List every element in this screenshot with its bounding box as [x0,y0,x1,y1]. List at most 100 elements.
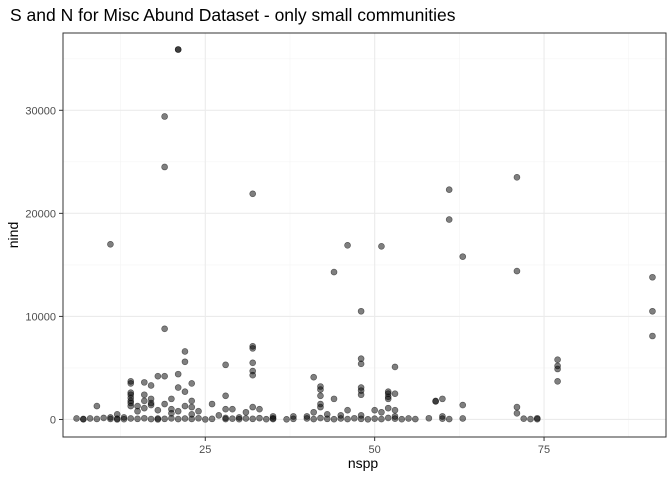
x-axis-title: nspp [348,455,379,471]
x-tick-label: 50 [369,444,381,456]
data-point [520,415,528,422]
data-point [330,268,338,276]
data-point [262,415,270,423]
data-point [459,401,467,409]
x-tick-label: 25 [199,444,211,456]
data-point [181,415,189,422]
data-point [107,240,114,248]
data-point [181,358,189,366]
data-point [215,412,223,419]
data-point [533,415,541,423]
data-point [222,361,229,369]
data-point [439,395,446,403]
data-point [195,407,202,415]
data-point [134,415,141,423]
data-point [249,403,257,411]
minor-gridlines [63,33,666,437]
data-point [357,307,365,315]
data-point [154,372,162,380]
data-point [459,415,467,422]
y-tick-label: 0 [50,414,56,426]
chart-title: S and N for Misc Abund Dataset - only sm… [10,5,456,25]
data-point [127,380,135,387]
data-point [384,414,392,422]
data-point [269,414,277,422]
data-point [154,406,162,414]
data-point [357,391,365,399]
data-point [554,356,561,364]
data-point [161,372,168,380]
data-point [174,384,182,391]
data-point [256,414,263,422]
data-point [513,409,521,417]
data-point [120,415,128,423]
x-tick-label: 75 [538,444,550,456]
data-point [141,379,148,386]
data-point [649,273,656,281]
data-point [459,253,467,260]
data-point [330,395,338,403]
data-point [161,163,168,171]
data-point [174,407,182,415]
data-point [357,415,365,423]
data-point [337,415,345,422]
data-point [283,415,290,423]
data-point [554,378,561,385]
data-point [317,392,324,400]
data-point [168,415,175,422]
data-point [188,380,196,387]
data-point [649,332,656,340]
data-point [364,415,372,423]
data-point [371,415,378,422]
data-point [242,415,250,422]
data-point [249,371,257,379]
data-point [86,415,94,422]
data-point [256,405,263,413]
data-point [181,388,189,395]
data-point [93,402,101,410]
data-point [188,403,196,411]
data-point [113,416,121,423]
data-point [378,415,385,423]
data-point [222,405,229,413]
data-point [222,392,229,400]
data-point [391,363,399,371]
data-point [344,406,351,414]
y-tick-label: 10000 [25,311,56,323]
data-point [141,397,148,405]
data-point [93,415,101,423]
data-point [147,401,155,409]
data-point [174,370,182,378]
data-point [310,373,317,381]
data-point [80,415,87,423]
data-point [378,243,385,250]
data-point [141,404,148,412]
data-point [73,415,80,422]
data-point [344,415,351,423]
data-point [208,415,216,423]
data-point [161,415,168,423]
data-point [445,216,453,223]
data-point [513,267,521,275]
data-point [127,415,135,422]
data-point [168,395,175,403]
data-point [249,345,257,352]
data-point [147,415,155,423]
data-point [391,415,399,422]
data-point [649,307,656,315]
data-point [141,391,148,399]
data-point [391,406,399,414]
data-point [371,406,378,414]
data-point [330,415,338,423]
y-axis-title: nind [5,222,21,248]
data-point [161,400,168,408]
data-point [107,414,114,421]
data-point [181,402,189,410]
data-point [235,415,243,423]
data-point [290,415,297,423]
data-point [513,173,521,181]
data-point [317,403,324,411]
data-point [147,382,155,389]
data-point [439,415,446,422]
data-point [188,415,196,423]
